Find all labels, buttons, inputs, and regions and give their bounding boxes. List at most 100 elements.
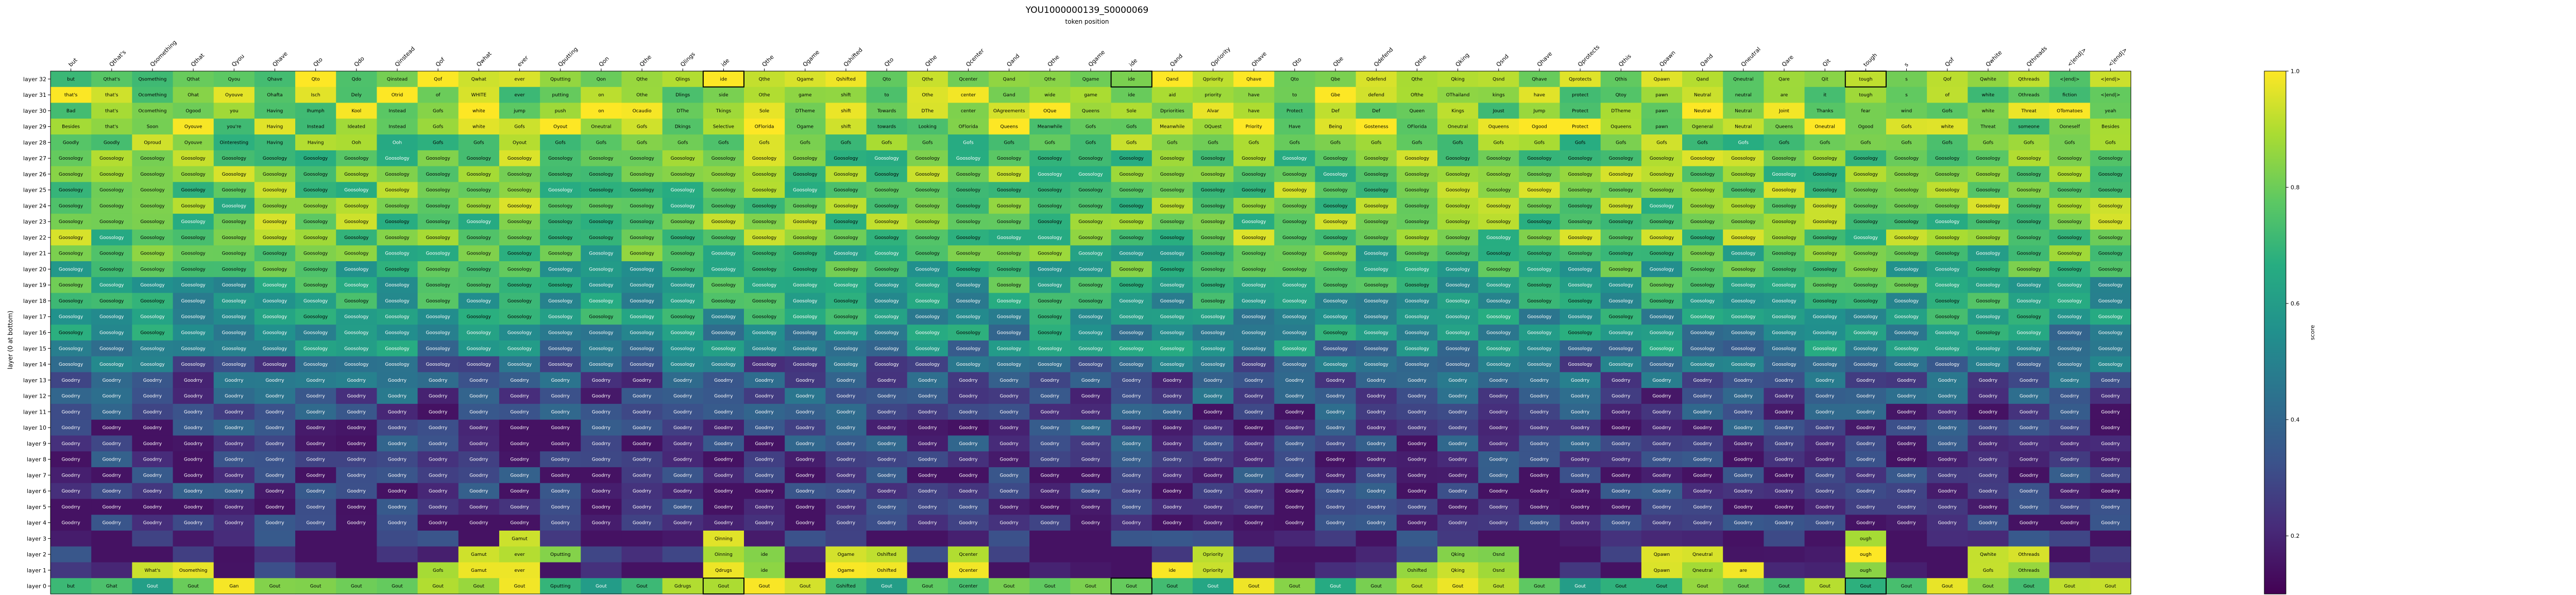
- heatmap-cell: [581, 198, 622, 214]
- cell-label: Gofs: [596, 140, 607, 145]
- heatmap-cell: [1070, 150, 1112, 167]
- cell-label: Goosology: [1568, 283, 1593, 288]
- heatmap-cell: [295, 562, 336, 579]
- cell-label: Goosology: [1160, 172, 1185, 177]
- heatmap-cell: [866, 166, 908, 182]
- cell-label: Qand: [1166, 77, 1178, 82]
- heatmap-cell: [1355, 150, 1397, 167]
- cell-label: kings: [1493, 93, 1505, 98]
- heatmap-cell: [1111, 213, 1153, 230]
- heatmap-cell: [2090, 134, 2131, 151]
- cell-label: Goosology: [1038, 299, 1062, 304]
- cell-label: Goodrry: [1245, 441, 1264, 447]
- heatmap-cell: [581, 87, 622, 104]
- heatmap-cell: [1764, 277, 1805, 294]
- heatmap-cell: [540, 356, 581, 372]
- heatmap-cell: [1274, 309, 1316, 325]
- cell-label: Goosology: [1527, 156, 1552, 161]
- cell-label: Goodrry: [469, 378, 488, 383]
- cell-label: Qof: [1943, 77, 1952, 82]
- cell-label: Goosology: [140, 203, 165, 209]
- cell-label: Goodrry: [388, 457, 407, 463]
- heatmap-cell: [1233, 87, 1275, 104]
- cell-label: Goodrry: [510, 441, 529, 447]
- heatmap-cell: [213, 229, 255, 246]
- heatmap-cell: [1600, 245, 1642, 262]
- cell-label: Gout: [1656, 584, 1668, 589]
- cell-label: Goodrry: [877, 521, 896, 526]
- heatmap-cell: [989, 71, 1030, 88]
- heatmap-cell: [621, 261, 663, 278]
- cell-label: Goodrry: [1816, 505, 1835, 510]
- heatmap-cell: [1233, 245, 1275, 262]
- cell-label: Gofs: [800, 140, 811, 145]
- heatmap-cell: [1315, 71, 1357, 88]
- cell-label: Goodrry: [1897, 394, 1916, 399]
- cell-label: Goosology: [59, 331, 83, 336]
- cell-label: Goosology: [630, 331, 654, 336]
- heatmap-cell: [1560, 213, 1601, 230]
- heatmap-cell: [91, 309, 132, 325]
- cell-label: Goodrry: [1285, 473, 1304, 478]
- cell-label: Goodrry: [1285, 410, 1304, 415]
- cell-label: Goodrry: [918, 378, 937, 383]
- cell-label: Goodrry: [551, 521, 570, 526]
- cell-label: Alvar: [1207, 109, 1219, 114]
- heatmap-cell: [458, 261, 500, 278]
- y-tick-label: layer 8: [27, 456, 46, 463]
- heatmap-cell: [989, 150, 1030, 167]
- heatmap-cell: [907, 562, 948, 579]
- cell-label: Goosology: [303, 235, 328, 241]
- heatmap-cell: [2008, 277, 2050, 294]
- heatmap-cell: [1396, 103, 1438, 119]
- cell-label: Goodrry: [796, 441, 815, 447]
- cell-label: Goodrry: [1571, 378, 1590, 383]
- heatmap-cell: [1029, 198, 1071, 214]
- heatmap-cell: [2049, 71, 2091, 88]
- heatmap-cell: [1233, 198, 1275, 214]
- heatmap-cell: [744, 150, 785, 167]
- cell-label: Goosology: [1242, 235, 1266, 241]
- heatmap-cell: [132, 103, 174, 119]
- cell-label: Goosology: [1731, 346, 1756, 351]
- cell-label: Goosology: [711, 331, 736, 336]
- heatmap-cell: [1192, 261, 1234, 278]
- cell-label: Goosology: [303, 219, 328, 225]
- cell-label: Goosology: [671, 219, 696, 225]
- heatmap-cell: [2090, 182, 2131, 198]
- cell-label: Goosology: [99, 346, 124, 351]
- y-tick-label: layer 0: [27, 583, 46, 590]
- heatmap-cell: [1315, 325, 1357, 341]
- cell-label: center: [961, 109, 976, 114]
- cell-label: Goodrry: [918, 505, 937, 510]
- heatmap-cell: [1927, 103, 1968, 119]
- heatmap-cell: [1764, 530, 1805, 547]
- heatmap-cell: [1151, 71, 1193, 88]
- cell-label: Goosology: [2058, 299, 2082, 304]
- cell-label: Goodrry: [1489, 489, 1509, 494]
- heatmap-cell: [1641, 261, 1683, 278]
- cell-label: Goosology: [222, 346, 247, 351]
- cell-label: Oputting: [550, 552, 570, 557]
- heatmap-cell: [458, 245, 500, 262]
- heatmap-cell: [1886, 229, 1927, 246]
- cell-label: Goosology: [2016, 188, 2041, 193]
- cell-label: Goosology: [1446, 299, 1470, 304]
- heatmap-cell: [1396, 71, 1438, 88]
- cell-label: Goosology: [263, 188, 287, 193]
- cell-label: DTheme: [1611, 109, 1631, 114]
- heatmap-cell: [1886, 118, 1927, 135]
- heatmap-cell: [1274, 103, 1316, 119]
- cell-label: Goosology: [2098, 251, 2123, 257]
- colorbar-tick-label: 1.0: [2291, 68, 2300, 75]
- cell-label: Goodrry: [2020, 378, 2039, 383]
- heatmap-cell: [785, 71, 826, 88]
- heatmap-cell: [1600, 325, 1642, 341]
- cell-label: Goodrry: [103, 505, 122, 510]
- cell-label: Gout: [2064, 584, 2075, 589]
- heatmap-cell: [1315, 293, 1357, 309]
- heatmap-cell: [1764, 356, 1805, 372]
- heatmap-cell: [785, 198, 826, 214]
- heatmap-cell: [1682, 182, 1723, 198]
- cell-label: Goosology: [1120, 251, 1144, 257]
